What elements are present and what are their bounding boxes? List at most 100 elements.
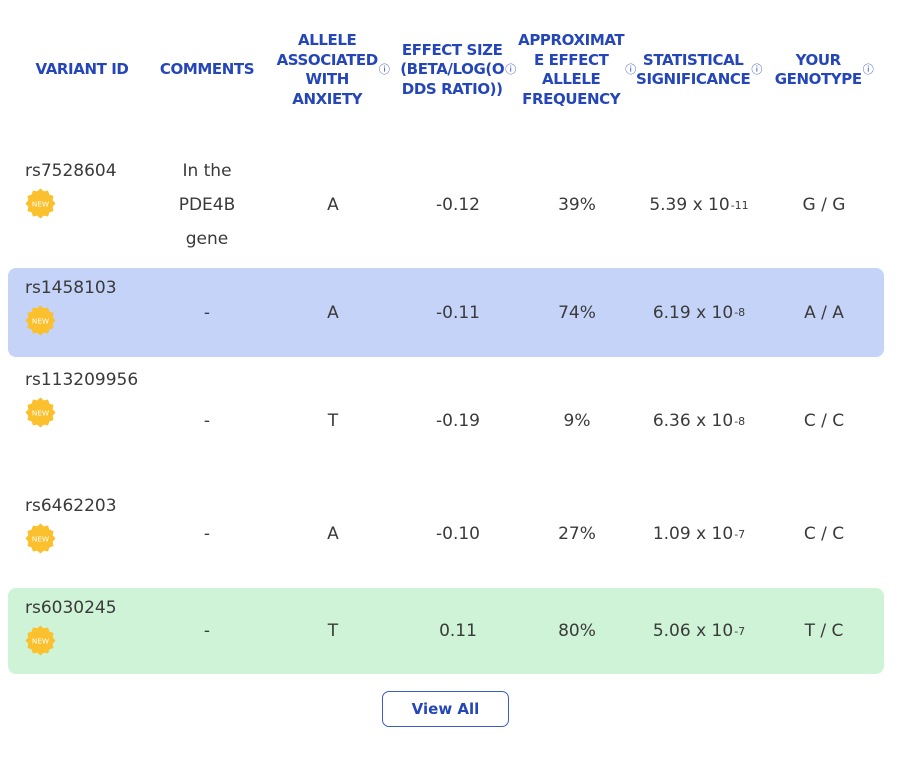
frequency-cell: 39% (517, 145, 637, 265)
frequency-cell-value: 9% (563, 411, 591, 431)
significance-base: 5.39 x 10 (649, 195, 730, 215)
variant-id[interactable]: rs1458103 (25, 278, 117, 298)
new-badge-label: NEW (32, 408, 49, 417)
column-header-0: VARIANT ID (7, 0, 157, 140)
genotype-cell: C / C (774, 486, 874, 582)
allele-cell-value: T (327, 411, 339, 431)
table-row: rs7528604 NEW In the PDE4B gene A -0.12 39% 5.… (8, 145, 884, 265)
significance-base: 5.06 x 10 (652, 621, 734, 641)
significance-base: 1.09 x 10 (652, 524, 734, 544)
frequency-cell: 80% (517, 588, 637, 674)
variant-id[interactable]: rs113209956 (25, 370, 139, 390)
new-badge-label: NEW (32, 636, 49, 645)
variant-id-cell: rs1458103 NEW (25, 274, 150, 346)
significance-cell: 5.06 x 10 -7 (637, 588, 762, 674)
significance-exponent: -11 (730, 198, 749, 212)
significance-exponent: -7 (734, 624, 746, 638)
allele-cell-value: T (327, 621, 339, 641)
significance-cell: 6.36 x 10 -8 (637, 360, 762, 482)
column-header-label: EFFECT SIZE (BETA/LOG(O DDS RATIO)) (400, 40, 505, 98)
genotype-cell-value: T / C (804, 621, 844, 641)
comment-cell-value: - (203, 411, 211, 431)
effect-size-cell: -0.10 (396, 486, 521, 582)
allele-cell-value: A (327, 195, 339, 215)
view-all-button[interactable]: View All (382, 691, 509, 727)
allele-cell: T (273, 588, 393, 674)
significance-exponent: -8 (734, 414, 746, 428)
new-badge-icon: NEW (25, 305, 56, 336)
allele-cell: A (273, 145, 393, 265)
variant-id-cell: rs113209956 NEW (25, 366, 143, 438)
info-icon[interactable]: ⓘ (505, 63, 516, 77)
genotype-cell: T / C (774, 588, 874, 674)
significance-cell: 1.09 x 10 -7 (637, 486, 762, 582)
column-header-label: COMMENTS (159, 60, 255, 79)
frequency-cell-value: 80% (558, 621, 596, 641)
new-badge-label: NEW (32, 199, 49, 208)
table-row: rs6030245 NEW - T 0.11 80% 5.06 x 10 -7 T / C (8, 588, 884, 674)
comment-cell-value: - (203, 302, 211, 323)
column-header-label: VARIANT ID (35, 60, 129, 79)
frequency-cell-value: 74% (558, 302, 596, 323)
column-header-3: EFFECT SIZE (BETA/LOG(O DDS RATIO)) ⓘ (396, 0, 521, 140)
table-header: VARIANT ID COMMENTS ALLELE ASSOCIATED WITH… (0, 0, 906, 140)
info-icon[interactable]: ⓘ (378, 63, 390, 77)
variant-id-cell: rs6462203 NEW (25, 492, 150, 564)
comment-cell-value: - (203, 621, 211, 641)
allele-cell: A (273, 486, 393, 582)
info-icon[interactable]: ⓘ (625, 63, 636, 77)
effect-size-cell-value: -0.10 (436, 524, 480, 544)
new-badge-icon: NEW (25, 188, 56, 219)
effect-size-cell-value: -0.11 (436, 302, 480, 323)
comment-cell: - (152, 360, 262, 482)
effect-size-cell-value: -0.19 (436, 411, 480, 431)
comment-cell-value: In the PDE4B gene (178, 161, 236, 249)
allele-cell: A (273, 268, 393, 357)
significance-base: 6.19 x 10 (652, 302, 734, 323)
variant-id[interactable]: rs6030245 (25, 598, 117, 618)
genotype-cell-value: C / C (803, 524, 845, 544)
new-badge-icon: NEW (25, 397, 56, 428)
comment-cell: - (152, 268, 262, 357)
significance-cell: 6.19 x 10 -8 (637, 268, 762, 357)
allele-cell-value: A (327, 524, 339, 544)
info-icon[interactable]: ⓘ (751, 63, 762, 77)
frequency-cell-value: 27% (558, 524, 596, 544)
column-header-label: ALLELE ASSOCIATED WITH ANXIETY (276, 31, 379, 108)
new-badge-icon: NEW (25, 625, 56, 656)
frequency-cell: 74% (517, 268, 637, 357)
comment-cell: - (152, 486, 262, 582)
new-badge-label: NEW (32, 316, 49, 325)
column-header-4: APPROXIMAT E EFFECT ALLELE FREQUENCY ⓘ (517, 0, 637, 140)
effect-size-cell: -0.19 (396, 360, 521, 482)
effect-size-cell: 0.11 (396, 588, 521, 674)
variant-id-cell: rs7528604 NEW (25, 157, 150, 229)
allele-cell-value: A (327, 302, 339, 323)
table-row: rs113209956 NEW - T -0.19 9% 6.36 x 10 -8 C / C (8, 360, 884, 482)
frequency-cell: 9% (517, 360, 637, 482)
effect-size-cell-value: -0.12 (436, 195, 480, 215)
column-header-6: YOUR GENOTYPE ⓘ (774, 0, 874, 140)
table-row: rs1458103 NEW - A -0.11 74% 6.19 x 10 -8 A / A (8, 268, 884, 357)
effect-size-cell: -0.11 (396, 268, 521, 357)
variant-id[interactable]: rs6462203 (25, 496, 117, 516)
frequency-cell-value: 39% (558, 195, 596, 215)
new-badge-icon: NEW (25, 523, 56, 554)
significance-exponent: -8 (734, 306, 746, 319)
comment-cell: In the PDE4B gene (152, 145, 262, 265)
genotype-cell-value: A / A (804, 302, 844, 323)
comment-cell: - (152, 588, 262, 674)
column-header-2: ALLELE ASSOCIATED WITH ANXIETY ⓘ (273, 0, 393, 140)
significance-base: 6.36 x 10 (652, 411, 734, 431)
frequency-cell: 27% (517, 486, 637, 582)
genotype-cell-value: G / G (802, 195, 846, 215)
new-badge-label: NEW (32, 534, 49, 543)
significance-cell: 5.39 x 10 -11 (637, 145, 762, 265)
info-icon[interactable]: ⓘ (862, 63, 874, 77)
effect-size-cell-value: 0.11 (439, 621, 477, 641)
variant-id-cell: rs6030245 NEW (25, 594, 150, 666)
genotype-cell: C / C (774, 360, 874, 482)
column-header-label: APPROXIMAT E EFFECT ALLELE FREQUENCY (518, 31, 625, 108)
variant-id[interactable]: rs7528604 (25, 161, 117, 181)
